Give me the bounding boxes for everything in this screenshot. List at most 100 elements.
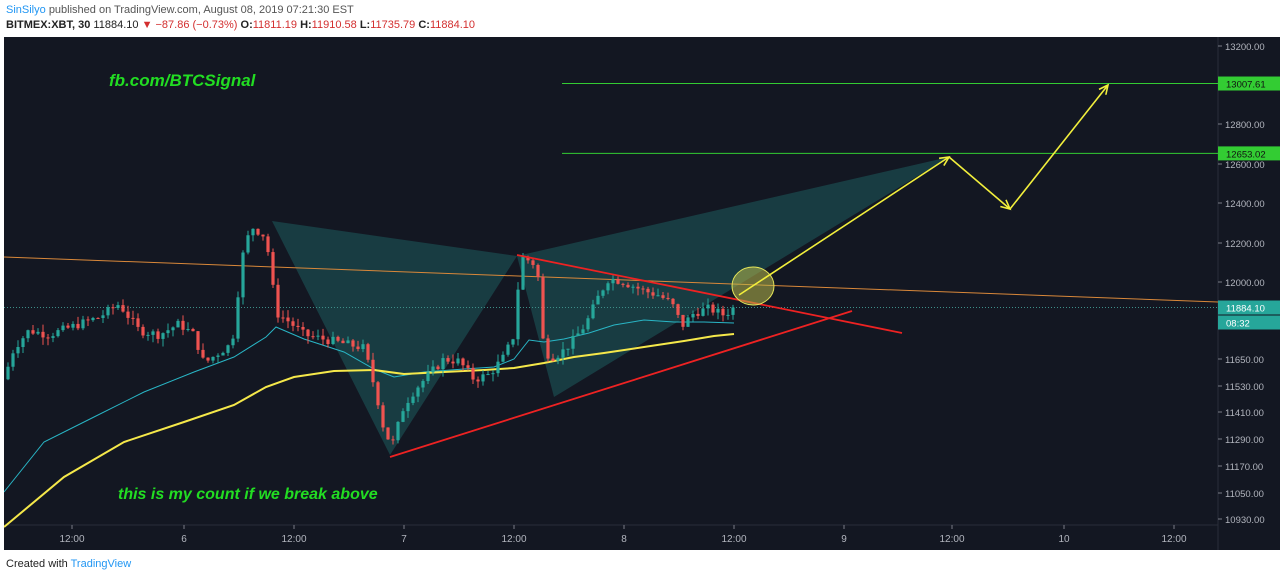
x-tick-label: 12:00: [59, 534, 84, 545]
candle-body: [166, 330, 170, 334]
candle-body: [566, 348, 570, 350]
candle-body: [271, 252, 275, 285]
candle-body: [366, 344, 370, 360]
candle-body: [596, 295, 600, 305]
x-tick-label: 12:00: [939, 534, 964, 545]
candle-body: [571, 335, 575, 349]
candle-body: [391, 439, 395, 441]
candle-body: [46, 337, 50, 339]
candle-body: [726, 314, 730, 316]
candle-body: [591, 304, 595, 319]
x-tick-label: 10: [1058, 534, 1070, 545]
candle-body: [691, 313, 695, 318]
low-value: 11735.79: [370, 19, 416, 31]
candle-body: [141, 326, 145, 336]
created-with-text: Created with: [6, 558, 68, 570]
y-tick-label: 12200.00: [1225, 239, 1265, 250]
candle-body: [336, 336, 340, 341]
candle-body: [731, 307, 735, 315]
candle-body: [241, 252, 245, 298]
x-tick-label: 9: [841, 534, 847, 545]
candle-body: [481, 374, 485, 382]
candle-body: [296, 325, 300, 327]
candle-body: [11, 353, 15, 367]
high-value: 11910.58: [311, 19, 357, 31]
candle-body: [476, 379, 480, 382]
x-tick-label: 12:00: [1161, 534, 1186, 545]
candle-body: [486, 374, 490, 376]
symbol-label: BITMEX:XBT, 30: [6, 19, 91, 31]
close-label: C:: [418, 19, 430, 31]
target-low-badge: 12653.02: [1226, 149, 1266, 160]
triangle-lower-line: [389, 310, 853, 458]
candle-body: [196, 331, 200, 350]
y-tick-label: 11170.00: [1225, 462, 1263, 473]
candle-body: [646, 288, 650, 293]
high-label: H:: [300, 19, 312, 31]
candle-body: [661, 295, 665, 298]
candle-body: [136, 318, 140, 327]
publish-line: SinSilyo published on TradingView.com, A…: [6, 4, 354, 16]
candle-body: [561, 349, 565, 358]
candle-body: [56, 330, 60, 337]
candle-body: [256, 228, 260, 235]
candle-body: [251, 228, 255, 236]
candle-body: [16, 347, 20, 354]
chart-area[interactable]: fb.com/BTCSignal this is my count if we b…: [4, 37, 1280, 550]
y-tick-label: 11650.00: [1225, 355, 1264, 366]
y-tick-label: 12800.00: [1225, 120, 1265, 131]
author-link[interactable]: SinSilyo: [6, 4, 46, 16]
candle-body: [161, 333, 165, 339]
candle-body: [261, 234, 265, 237]
open-value: 11811.19: [252, 19, 297, 31]
candle-body: [341, 340, 345, 344]
price-chart[interactable]: fb.com/BTCSignal this is my count if we b…: [4, 37, 1280, 550]
y-tick-label: 12400.00: [1225, 199, 1265, 210]
candle-body: [606, 283, 610, 291]
tradingview-brand[interactable]: TradingView: [70, 558, 132, 570]
candle-body: [716, 308, 720, 313]
target-low-badge-bg: [1218, 146, 1280, 161]
candle-body: [706, 304, 710, 309]
candle-body: [721, 308, 725, 316]
candle-body: [311, 336, 315, 338]
candle-body: [361, 344, 365, 350]
x-tick-label: 6: [181, 534, 187, 545]
candle-body: [66, 325, 70, 328]
candle-body: [326, 339, 330, 345]
candle-body: [601, 290, 605, 296]
candle-body: [421, 381, 425, 388]
candle-body: [346, 340, 350, 344]
candle-body: [26, 330, 30, 339]
candle-body: [191, 328, 195, 332]
candle-body: [376, 382, 380, 406]
candle-body: [556, 357, 560, 361]
candle-body: [301, 326, 305, 330]
candle-body: [386, 427, 390, 440]
candle-body: [536, 264, 540, 278]
candle-body: [356, 346, 360, 350]
count-annotation: this is my count if we break above: [118, 486, 378, 503]
candle-body: [351, 340, 355, 347]
chart-header: SinSilyo published on TradingView.com, A…: [0, 0, 1280, 36]
candle-body: [121, 305, 125, 312]
candle-body: [156, 331, 160, 339]
ma-slow-line: [4, 333, 735, 528]
candle-body: [426, 372, 430, 382]
candle-body: [146, 334, 150, 336]
candle-body: [291, 321, 295, 326]
candle-body: [516, 289, 520, 340]
candle-body: [371, 359, 375, 383]
candle-body: [681, 314, 685, 327]
candle-body: [21, 338, 25, 348]
candle-body: [36, 331, 40, 334]
candle-body: [101, 315, 105, 318]
candle-body: [61, 325, 65, 331]
candle-body: [666, 297, 670, 299]
candle-body: [641, 288, 645, 290]
candle-body: [506, 344, 510, 355]
candle-body: [581, 329, 585, 334]
candle-body: [281, 317, 285, 319]
candle-body: [96, 317, 100, 319]
candle-body: [441, 358, 445, 370]
